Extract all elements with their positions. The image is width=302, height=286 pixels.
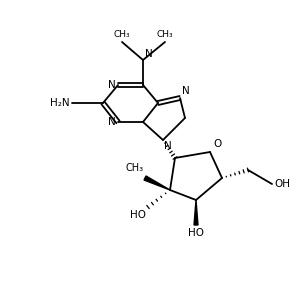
Text: N: N	[182, 86, 190, 96]
Polygon shape	[144, 176, 170, 190]
Text: N: N	[145, 49, 153, 59]
Text: CH₃: CH₃	[114, 30, 130, 39]
Text: HO: HO	[188, 228, 204, 238]
Polygon shape	[194, 200, 198, 225]
Text: O: O	[213, 139, 221, 149]
Text: N: N	[164, 141, 172, 151]
Text: CH₃: CH₃	[157, 30, 173, 39]
Text: H₂N: H₂N	[50, 98, 70, 108]
Text: CH₃: CH₃	[126, 163, 144, 173]
Text: N: N	[108, 80, 116, 90]
Text: HO: HO	[130, 210, 146, 220]
Text: OH: OH	[274, 179, 290, 189]
Text: N: N	[108, 117, 116, 127]
